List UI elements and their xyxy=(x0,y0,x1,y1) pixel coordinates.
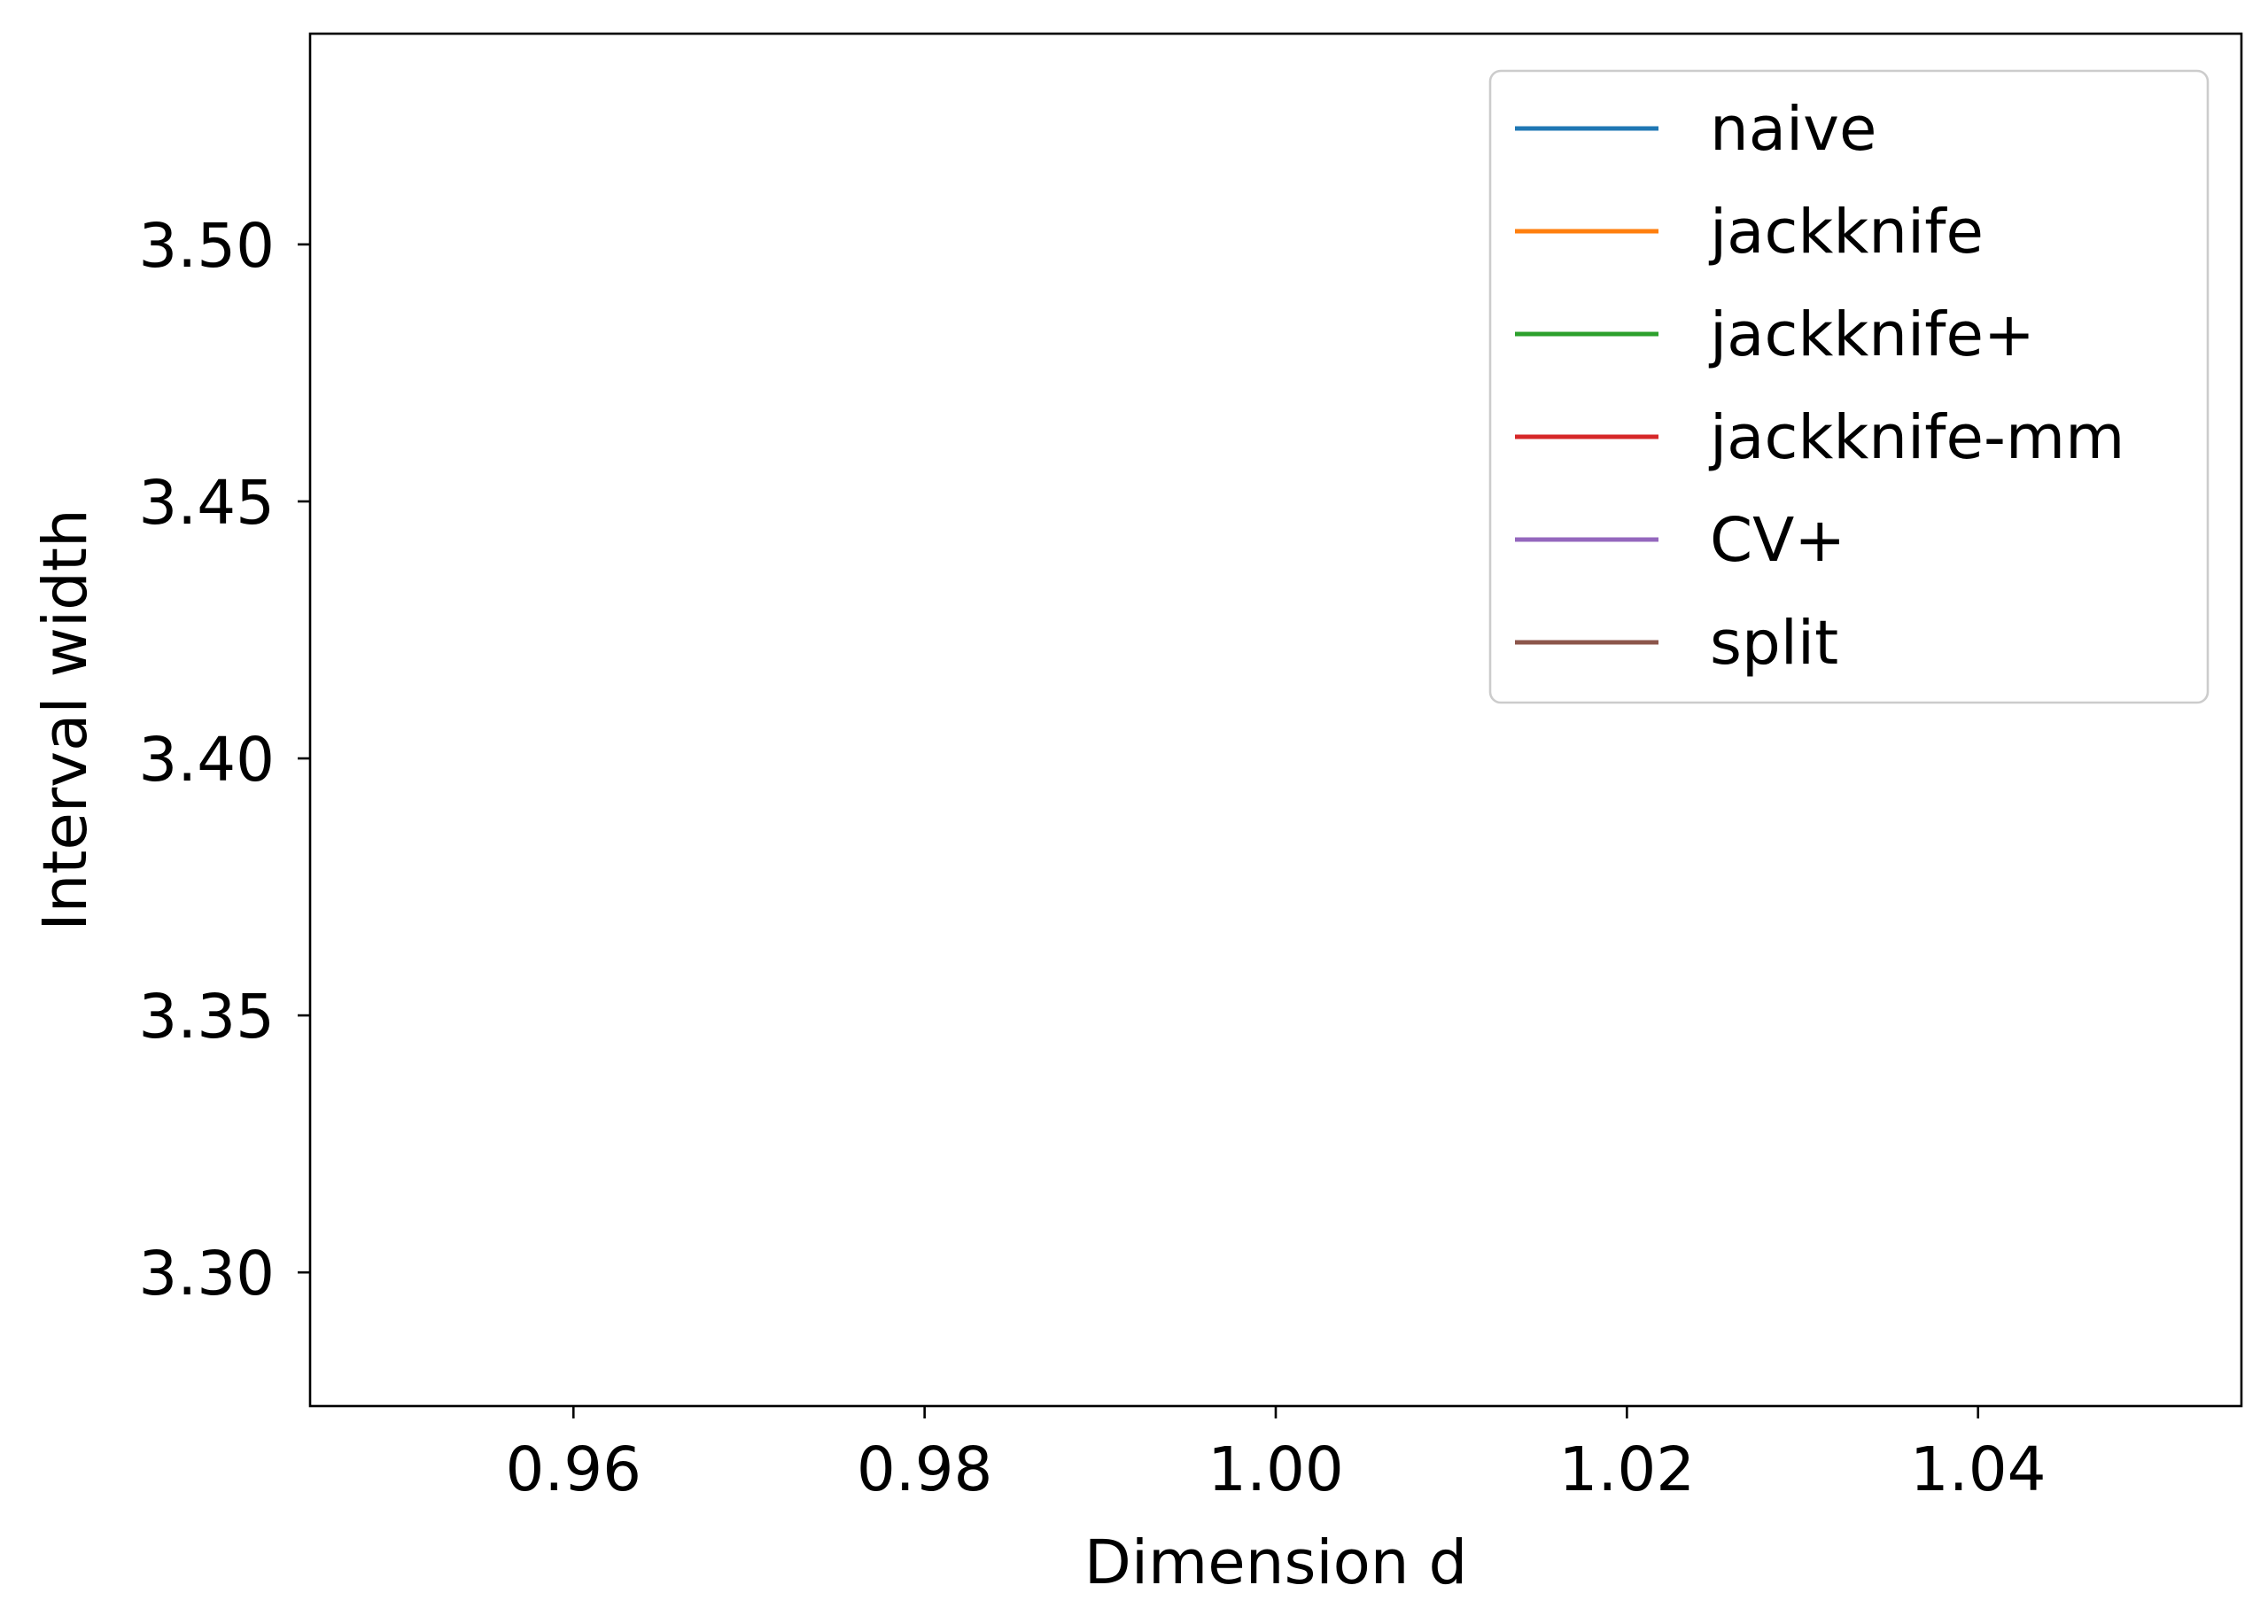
x-tick-label: 1.04 xyxy=(1910,1434,2047,1505)
x-tick-label: 0.96 xyxy=(505,1434,641,1505)
x-axis-label: Dimension d xyxy=(1084,1527,1468,1598)
y-axis-label: Interval width xyxy=(30,509,101,930)
legend-box xyxy=(1488,69,2210,704)
y-tick-label: 3.50 xyxy=(138,211,275,282)
y-tick-label: 3.35 xyxy=(138,982,275,1053)
legend-label: jackknife xyxy=(1708,197,1984,268)
legend-label: split xyxy=(1710,608,1838,679)
y-tick-label: 3.40 xyxy=(138,725,275,796)
axes-frame xyxy=(308,32,2243,1408)
x-tick-label: 0.98 xyxy=(857,1434,993,1505)
legend: naive jackknife jackknife+ jackknife-mm CV+ s… xyxy=(1488,69,2210,704)
legend-label: jackknife-mm xyxy=(1708,402,2124,473)
y-axis: 3.30 3.35 3.40 3.45 3.50 xyxy=(138,32,2243,1408)
y-tick-label: 3.30 xyxy=(138,1239,275,1309)
legend-label: naive xyxy=(1710,94,1876,165)
legend-label: jackknife+ xyxy=(1708,299,2035,370)
legend-label: CV+ xyxy=(1710,505,1845,576)
y-tick-label: 3.45 xyxy=(138,468,275,539)
x-tick-label: 1.00 xyxy=(1208,1434,1344,1505)
x-axis: 0.96 0.98 1.00 1.02 1.04 xyxy=(505,1406,2047,1505)
x-tick-label: 1.02 xyxy=(1559,1434,1696,1505)
